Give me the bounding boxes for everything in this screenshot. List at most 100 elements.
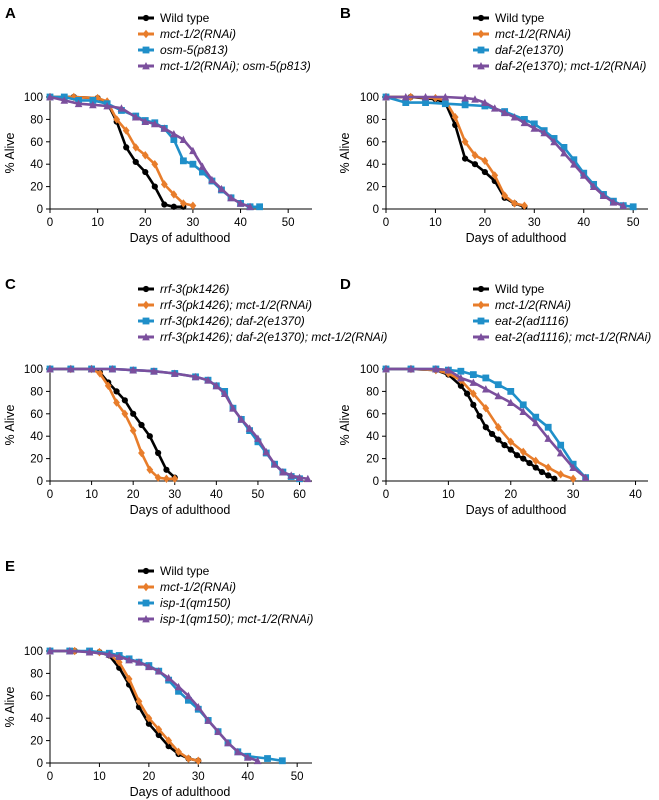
data-point <box>560 149 568 157</box>
panel-label: E <box>5 558 15 575</box>
data-point <box>175 687 182 695</box>
legend-marker <box>142 29 150 39</box>
data-point <box>123 144 130 151</box>
legend-marker <box>477 14 485 22</box>
y-axis-label: % Alive <box>338 132 352 173</box>
data-point <box>557 470 565 479</box>
x-tick-label: 30 <box>567 489 580 501</box>
data-point <box>198 162 207 170</box>
data-point <box>471 161 479 168</box>
series-line <box>50 95 184 209</box>
data-point <box>619 201 628 210</box>
series-line <box>50 367 308 481</box>
x-axis-label: Days of adulthood <box>466 231 567 245</box>
data-point <box>217 184 226 193</box>
data-point <box>551 475 558 482</box>
panel-label: B <box>340 5 351 22</box>
data-point <box>237 415 246 423</box>
legend-entry: daf-2(e1370); mct-1/2(RNAi) <box>495 59 646 73</box>
chart-panel-e: E Wild type mct-1/2(RNAi) isp-1(qm150) isp-1… <box>3 558 313 799</box>
x-tick-label: 40 <box>210 489 223 501</box>
data-point <box>581 473 590 482</box>
data-point <box>65 647 74 655</box>
data-point <box>532 464 539 471</box>
data-point <box>441 93 450 101</box>
data-point <box>130 410 137 417</box>
data-point <box>179 135 188 143</box>
legend-entry: Wild type <box>160 11 210 25</box>
data-point <box>569 463 577 471</box>
data-point <box>557 441 565 449</box>
data-point <box>519 447 527 457</box>
data-point <box>151 183 158 190</box>
data-point <box>507 437 515 446</box>
data-point <box>125 674 133 684</box>
y-axis-label: % Alive <box>3 132 17 173</box>
legend-entry: isp-1(qm150); mct-1/2(RNAi) <box>160 612 313 626</box>
data-point <box>451 112 459 122</box>
data-point <box>146 465 154 474</box>
series-2 <box>46 364 179 483</box>
data-point <box>520 118 529 127</box>
data-point <box>234 747 242 756</box>
x-tick-label: 50 <box>291 771 304 783</box>
x-tick-label: 0 <box>383 489 389 501</box>
data-point <box>501 442 508 449</box>
x-tick-label: 50 <box>627 217 640 229</box>
data-point <box>469 371 477 378</box>
data-point <box>501 191 509 200</box>
series-1 <box>46 647 202 764</box>
data-point <box>476 412 483 420</box>
data-point <box>175 747 182 756</box>
data-point <box>145 720 152 727</box>
legend-entry: mct-1/2(RNAi) <box>495 27 571 41</box>
y-tick-label: 20 <box>30 736 43 748</box>
data-point <box>491 171 499 180</box>
data-point <box>163 474 170 483</box>
legend-entry: eat-2(ad1116); mct-1/2(RNAi) <box>495 330 651 344</box>
series-3 <box>46 365 303 483</box>
chart-panel-b: B Wild type mct-1/2(RNAi) daf-2(e1370) daf-2… <box>338 5 648 245</box>
data-point <box>246 202 254 211</box>
data-point <box>160 124 169 132</box>
data-point <box>145 714 153 723</box>
data-point <box>560 144 568 151</box>
data-point <box>179 199 187 208</box>
data-point <box>171 474 179 483</box>
data-point <box>164 673 173 682</box>
data-point <box>115 658 123 667</box>
data-point <box>457 367 465 375</box>
data-point <box>262 447 271 456</box>
data-point <box>163 466 170 473</box>
x-tick-label: 0 <box>47 217 53 229</box>
x-tick-label: 50 <box>282 217 295 229</box>
series-line <box>50 95 260 209</box>
y-tick-label: 60 <box>30 137 43 149</box>
x-axis-label: Days of adulthood <box>130 503 231 517</box>
data-point <box>89 96 97 104</box>
x-axis-label: Days of adulthood <box>466 503 567 517</box>
data-point <box>494 391 503 400</box>
series-3 <box>382 365 590 482</box>
data-point <box>254 434 262 442</box>
data-point <box>154 473 162 482</box>
series-3 <box>46 93 263 211</box>
data-point <box>471 151 479 160</box>
series-line <box>50 367 300 481</box>
x-tick-label: 10 <box>91 217 104 229</box>
x-tick-label: 20 <box>478 217 491 229</box>
legend-marker <box>477 333 485 341</box>
data-point <box>441 100 449 108</box>
legend-entry: osm-5(p813) <box>160 43 228 57</box>
y-tick-label: 100 <box>24 364 43 376</box>
data-point <box>520 455 527 462</box>
data-point <box>382 93 390 101</box>
data-point <box>151 119 159 128</box>
legend-entry: rrf-3(pk1426); daf-2(e1370) <box>160 314 305 328</box>
data-point <box>531 418 540 427</box>
data-point <box>481 168 488 176</box>
data-point <box>138 421 145 429</box>
legend-marker <box>477 317 485 325</box>
legend-entry: eat-2(ad1116) <box>495 314 569 328</box>
data-point <box>199 168 206 176</box>
